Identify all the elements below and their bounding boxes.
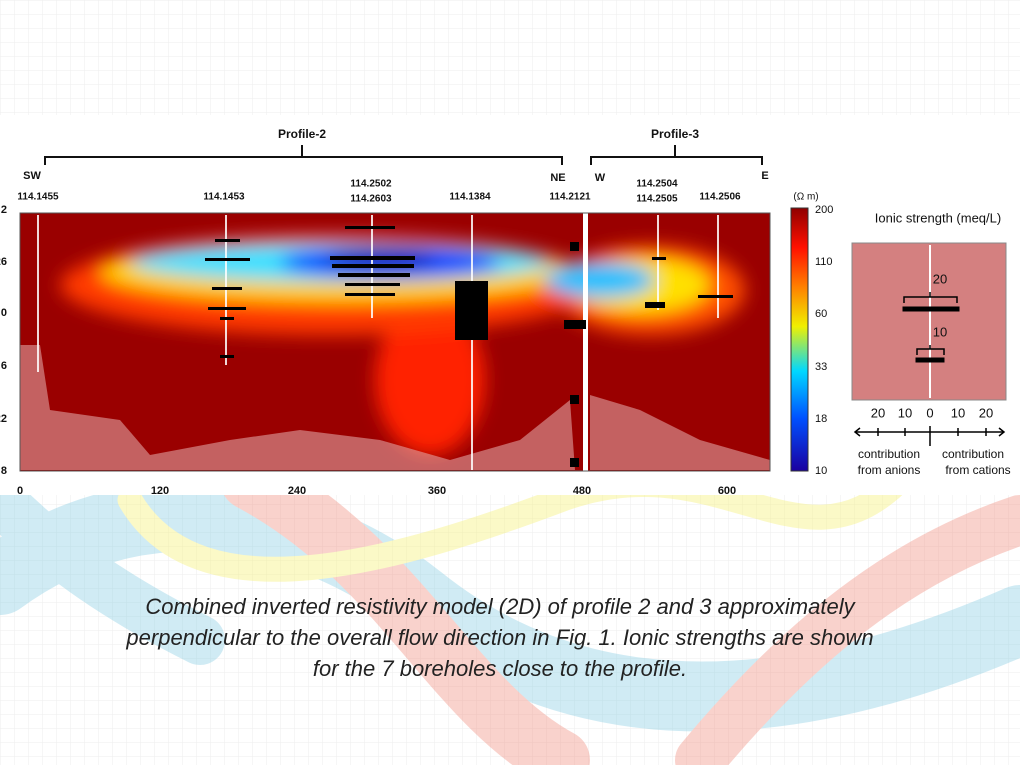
- bracket-label: 10: [933, 324, 947, 339]
- colorbar-label: 10: [815, 465, 827, 477]
- ionic-tick-label: 10: [898, 405, 912, 420]
- ionic-tick-label: 20: [979, 405, 993, 420]
- x-tick-label: 480: [573, 485, 591, 497]
- ionic-tick-label: 10: [951, 405, 965, 420]
- borehole-id: 114.2506: [699, 192, 741, 203]
- direction: E: [761, 170, 768, 182]
- y-tick-label: 2: [1, 204, 7, 216]
- colorbar-label: 110: [815, 256, 833, 268]
- plot-frame: [19, 212, 771, 472]
- colorbar-label: 18: [815, 413, 827, 425]
- direction: NE: [550, 172, 565, 184]
- y-tick-label: 22: [0, 413, 7, 425]
- y-tick-label: 0: [1, 307, 7, 319]
- x-tick-label: 120: [151, 485, 169, 497]
- ionic-note: contribution: [942, 447, 1004, 461]
- x-tick-label: 0: [17, 485, 23, 497]
- borehole-id: 114.2603: [350, 194, 392, 205]
- ionic-note: from cations: [945, 463, 1010, 477]
- bracket-label: 20: [933, 271, 947, 286]
- colorbar-label: 60: [815, 308, 827, 320]
- brackets: [44, 145, 763, 165]
- profile-title: Profile-3: [651, 127, 699, 141]
- borehole-id: 114.1455: [17, 192, 59, 203]
- decoration: [0, 450, 1020, 770]
- x-tick-label: 360: [428, 485, 446, 497]
- ionic-title: Ionic strength (meq/L): [875, 210, 1001, 225]
- ionic-bars: [853, 292, 1006, 446]
- borehole-id: 114.1453: [203, 192, 245, 203]
- resistivity-model: [20, 213, 770, 471]
- caption-line: for the 7 boreholes close to the profile…: [313, 656, 687, 681]
- ionic-note: contribution: [858, 447, 920, 461]
- x-tick-label: 240: [288, 485, 306, 497]
- borehole-id: 114.2505: [636, 194, 678, 205]
- y-tick-label: 26: [0, 256, 7, 268]
- borehole-id: 114.2121: [549, 192, 591, 203]
- profile-title: Profile-2: [278, 127, 326, 141]
- direction: W: [595, 172, 606, 184]
- colorbar-label: 33: [815, 361, 827, 373]
- caption-line: Combined inverted resistivity model (2D)…: [145, 594, 856, 619]
- colorbar-label: 200: [815, 204, 833, 216]
- y-tick-label: 8: [1, 465, 7, 477]
- ionic-tick-label: 0: [926, 405, 933, 420]
- borehole-id: 114.2504: [636, 179, 678, 190]
- borehole-id: 114.1384: [449, 192, 491, 203]
- borehole-id: 114.2502: [350, 179, 392, 190]
- colorbar-unit: (Ω m): [793, 192, 818, 203]
- direction: SW: [23, 170, 41, 182]
- ionic-note: from anions: [858, 463, 921, 477]
- x-tick-label: 600: [718, 485, 736, 497]
- caption-line: perpendicular to the overall flow direct…: [125, 625, 873, 650]
- ionic-tick-label: 20: [871, 405, 885, 420]
- colorbar: [790, 207, 809, 472]
- y-tick-label: 6: [1, 360, 7, 372]
